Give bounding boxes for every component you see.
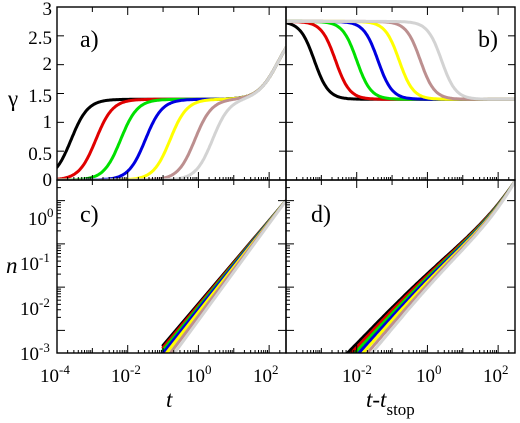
n-tstop-curve-0 bbox=[346, 180, 515, 353]
x-tick-label-c-1e0: 100 bbox=[186, 362, 212, 387]
y-tick-label-n-1e-1: 10-1 bbox=[20, 250, 50, 275]
gamma-t-curve-4 bbox=[57, 46, 286, 180]
n-tstop-curve-6 bbox=[370, 180, 515, 353]
y-tick-label-gamma-0.5: 0.5 bbox=[28, 144, 52, 165]
panel-label-d: d) bbox=[311, 202, 331, 228]
panel-d-frame bbox=[285, 179, 516, 354]
y-tick-label-n-1e-2: 10-2 bbox=[20, 295, 50, 320]
x-tick-label-d-1e-2: 10-2 bbox=[342, 362, 372, 387]
x-tick-label-c-1e2: 102 bbox=[253, 362, 279, 387]
x-axis-label-t: t bbox=[166, 387, 173, 412]
gamma-t-curve-2 bbox=[57, 46, 286, 180]
n-t-curve-6 bbox=[172, 199, 286, 353]
panel-label-c: c) bbox=[80, 202, 99, 228]
y-tick-label-n-1e-3: 10-3 bbox=[20, 340, 50, 365]
y-tick-label-gamma-3: 3 bbox=[43, 0, 53, 20]
y-tick-label-n-1e0: 100 bbox=[28, 205, 54, 230]
y-axis-label-n: n bbox=[6, 253, 18, 278]
y-tick-label-gamma-2.5: 2.5 bbox=[28, 28, 52, 49]
x-tick-label-c-1e-2: 10-2 bbox=[111, 362, 141, 387]
gamma-tstop-curve-6 bbox=[286, 19, 515, 101]
gamma-t-curve-6 bbox=[57, 46, 286, 180]
x-tick-label-d-1e0: 100 bbox=[416, 362, 442, 387]
panel-label-b: b) bbox=[478, 27, 498, 53]
y-tick-label-gamma-1: 1 bbox=[43, 112, 53, 133]
y-tick-label-gamma-2: 2 bbox=[43, 54, 53, 75]
panel-label-a: a) bbox=[80, 27, 99, 53]
x-tick-label-d-1e2: 102 bbox=[483, 362, 509, 387]
gamma-t-curve-1 bbox=[57, 46, 286, 180]
x-axis-label-t-minus-tstop: t-tstop bbox=[366, 387, 415, 419]
gamma-t-curve-5 bbox=[57, 46, 286, 180]
curve-layer bbox=[57, 19, 515, 353]
y-axis-label-gamma: γ bbox=[7, 86, 18, 111]
gamma-t-curve-3 bbox=[57, 46, 286, 180]
y-tick-label-gamma-0: 0 bbox=[43, 170, 53, 191]
x-tick-label-c-1e-4: 10-4 bbox=[40, 362, 70, 387]
y-tick-label-gamma-1.5: 1.5 bbox=[28, 86, 52, 107]
